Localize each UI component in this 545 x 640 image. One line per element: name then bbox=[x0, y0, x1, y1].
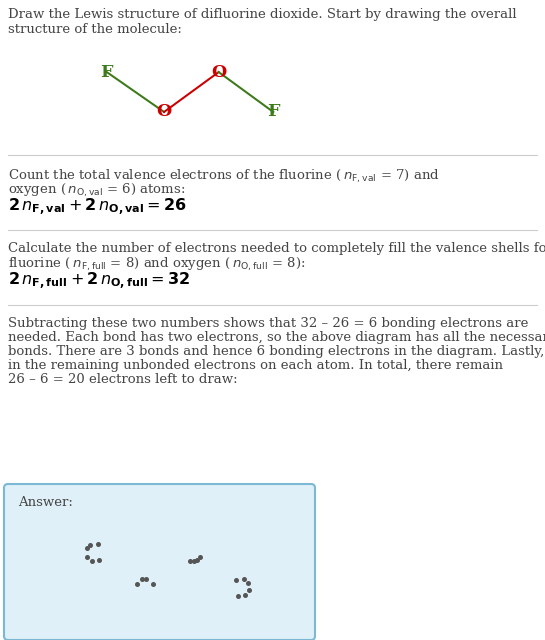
Text: F: F bbox=[100, 63, 113, 81]
Text: fluorine ( $n_{\mathrm{F,full}}$ = 8) and oxygen ( $n_{\mathrm{O,full}}$ = 8):: fluorine ( $n_{\mathrm{F,full}}$ = 8) an… bbox=[8, 256, 305, 273]
Text: Draw the Lewis structure of difluorine dioxide. Start by drawing the overall
str: Draw the Lewis structure of difluorine d… bbox=[8, 8, 517, 36]
Text: O: O bbox=[211, 63, 226, 81]
Text: in the remaining unbonded electrons on each atom. In total, there remain: in the remaining unbonded electrons on e… bbox=[8, 359, 503, 372]
Text: oxygen ( $n_{\mathrm{O,val}}$ = 6) atoms:: oxygen ( $n_{\mathrm{O,val}}$ = 6) atoms… bbox=[8, 182, 185, 199]
Text: O: O bbox=[156, 104, 172, 120]
Text: F: F bbox=[267, 104, 280, 120]
Text: 26 – 6 = 20 electrons left to draw:: 26 – 6 = 20 electrons left to draw: bbox=[8, 373, 238, 386]
Text: Count the total valence electrons of the fluorine ( $n_{\mathrm{F,val}}$ = 7) an: Count the total valence electrons of the… bbox=[8, 168, 440, 185]
Text: F: F bbox=[89, 545, 100, 559]
Text: Subtracting these two numbers shows that 32 – 26 = 6 bonding electrons are: Subtracting these two numbers shows that… bbox=[8, 317, 528, 330]
Text: Answer:: Answer: bbox=[18, 496, 73, 509]
FancyBboxPatch shape bbox=[4, 484, 315, 640]
Text: O: O bbox=[186, 545, 199, 559]
Text: $\mathbf{2}\,\mathit{n}_{\mathbf{F,val}} + \mathbf{2}\,\mathit{n}_{\mathbf{O,val: $\mathbf{2}\,\mathit{n}_{\mathbf{F,val}}… bbox=[8, 197, 187, 218]
Text: Calculate the number of electrons needed to completely fill the valence shells f: Calculate the number of electrons needed… bbox=[8, 242, 545, 255]
Text: F: F bbox=[235, 580, 246, 595]
Text: $\mathbf{2}\,\mathit{n}_{\mathbf{F,full}} + \mathbf{2}\,\mathit{n}_{\mathbf{O,fu: $\mathbf{2}\,\mathit{n}_{\mathbf{F,full}… bbox=[8, 271, 190, 292]
Text: needed. Each bond has two electrons, so the above diagram has all the necessary: needed. Each bond has two electrons, so … bbox=[8, 331, 545, 344]
Text: O: O bbox=[138, 580, 152, 595]
Text: bonds. There are 3 bonds and hence 6 bonding electrons in the diagram. Lastly, f: bonds. There are 3 bonds and hence 6 bon… bbox=[8, 345, 545, 358]
